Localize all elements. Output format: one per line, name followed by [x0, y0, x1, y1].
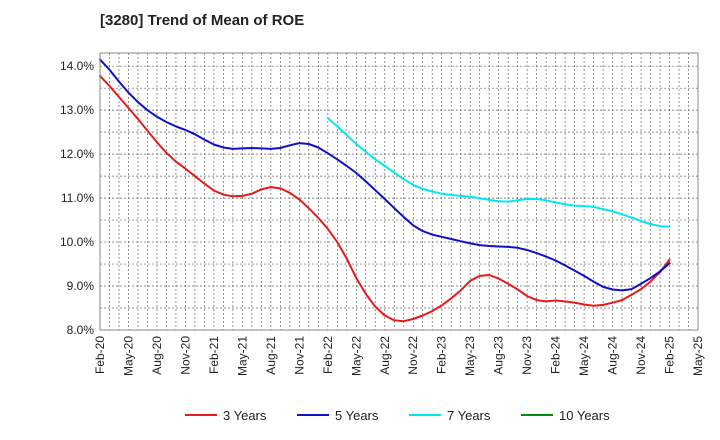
x-axis-ticks: Feb-20 May-20 Aug-20 Nov-20 Feb-21 May-21 Aug-…: [93, 336, 705, 376]
x-tick-label: May-23: [463, 336, 477, 376]
legend-label: 10 Years: [559, 408, 610, 423]
x-tick-label: Aug-23: [492, 336, 506, 375]
x-tick-label: Nov-23: [520, 336, 534, 375]
series-line-5-years: [99, 58, 671, 292]
x-tick-label: Feb-20: [93, 336, 107, 374]
legend-label: 3 Years: [223, 408, 267, 423]
x-tick-label: Aug-21: [264, 336, 278, 375]
x-tick-label: Feb-22: [321, 336, 335, 374]
x-tick-label: May-22: [349, 336, 363, 376]
x-tick-label: May-20: [121, 336, 135, 376]
series-line-3-years: [99, 74, 671, 323]
x-tick-label: Aug-20: [150, 336, 164, 375]
y-tick-label: 13.0%: [60, 103, 94, 117]
legend-label: 7 Years: [447, 408, 491, 423]
series-line-7-years: [326, 117, 671, 228]
y-tick-label: 9.0%: [67, 279, 95, 293]
x-tick-label: Aug-22: [378, 336, 392, 375]
x-tick-label: Feb-24: [549, 336, 563, 374]
y-tick-label: 11.0%: [61, 191, 94, 205]
x-tick-label: May-21: [235, 336, 249, 376]
x-tick-label: Nov-24: [634, 336, 648, 375]
x-tick-label: Feb-23: [435, 336, 449, 374]
plot-area-frame: [99, 52, 699, 331]
y-tick-label: 8.0%: [67, 323, 95, 337]
y-tick-label: 10.0%: [60, 235, 94, 249]
legend-label: 5 Years: [335, 408, 379, 423]
x-tick-label: Nov-21: [292, 336, 306, 375]
x-tick-label: Feb-25: [663, 336, 677, 374]
chart-title: [3280] Trend of Mean of ROE: [100, 12, 305, 29]
y-tick-label: 14.0%: [60, 59, 94, 73]
x-tick-label: Nov-20: [178, 336, 192, 375]
x-tick-label: Aug-24: [606, 336, 620, 375]
series-lines: [99, 58, 671, 323]
x-tick-label: May-24: [577, 336, 591, 376]
x-tick-label: Nov-22: [406, 336, 420, 375]
x-tick-label: May-25: [691, 336, 705, 376]
y-axis-ticks: 8.0% 9.0% 10.0% 11.0% 12.0% 13.0% 14.0%: [60, 59, 94, 337]
x-tick-label: Feb-21: [207, 336, 221, 374]
legend: 3 Years 5 Years 7 Years 10 Years: [185, 408, 610, 423]
y-tick-label: 12.0%: [60, 147, 94, 161]
